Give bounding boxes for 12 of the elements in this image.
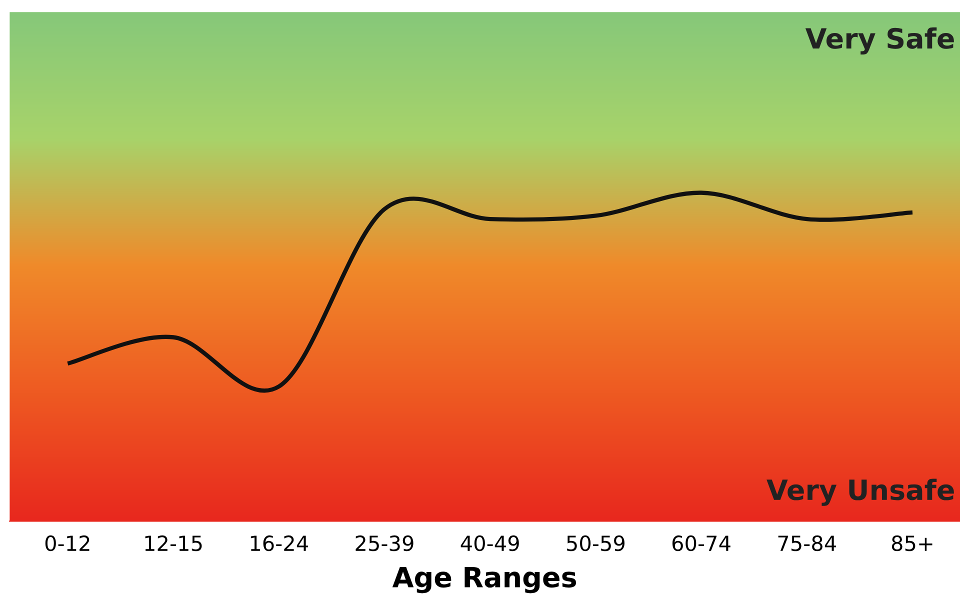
x-tick-label: 0-12 [45,535,90,552]
x-tick-label: 25-39 [356,535,414,552]
x-tick-label: 75-84 [778,535,836,552]
x-axis-title: Age Ranges [392,566,576,594]
annotation: Very Unsafe [766,478,954,506]
x-tick-label: 50-59 [567,535,624,552]
x-tick-label: 12-15 [145,535,202,552]
x-tick-label: 60-74 [672,535,730,552]
x-tick-label: 40-49 [460,535,519,552]
text: Very Safe [805,27,954,54]
x-tick-label: 16-24 [250,535,308,552]
x-tick-label: 85+ [892,535,932,552]
